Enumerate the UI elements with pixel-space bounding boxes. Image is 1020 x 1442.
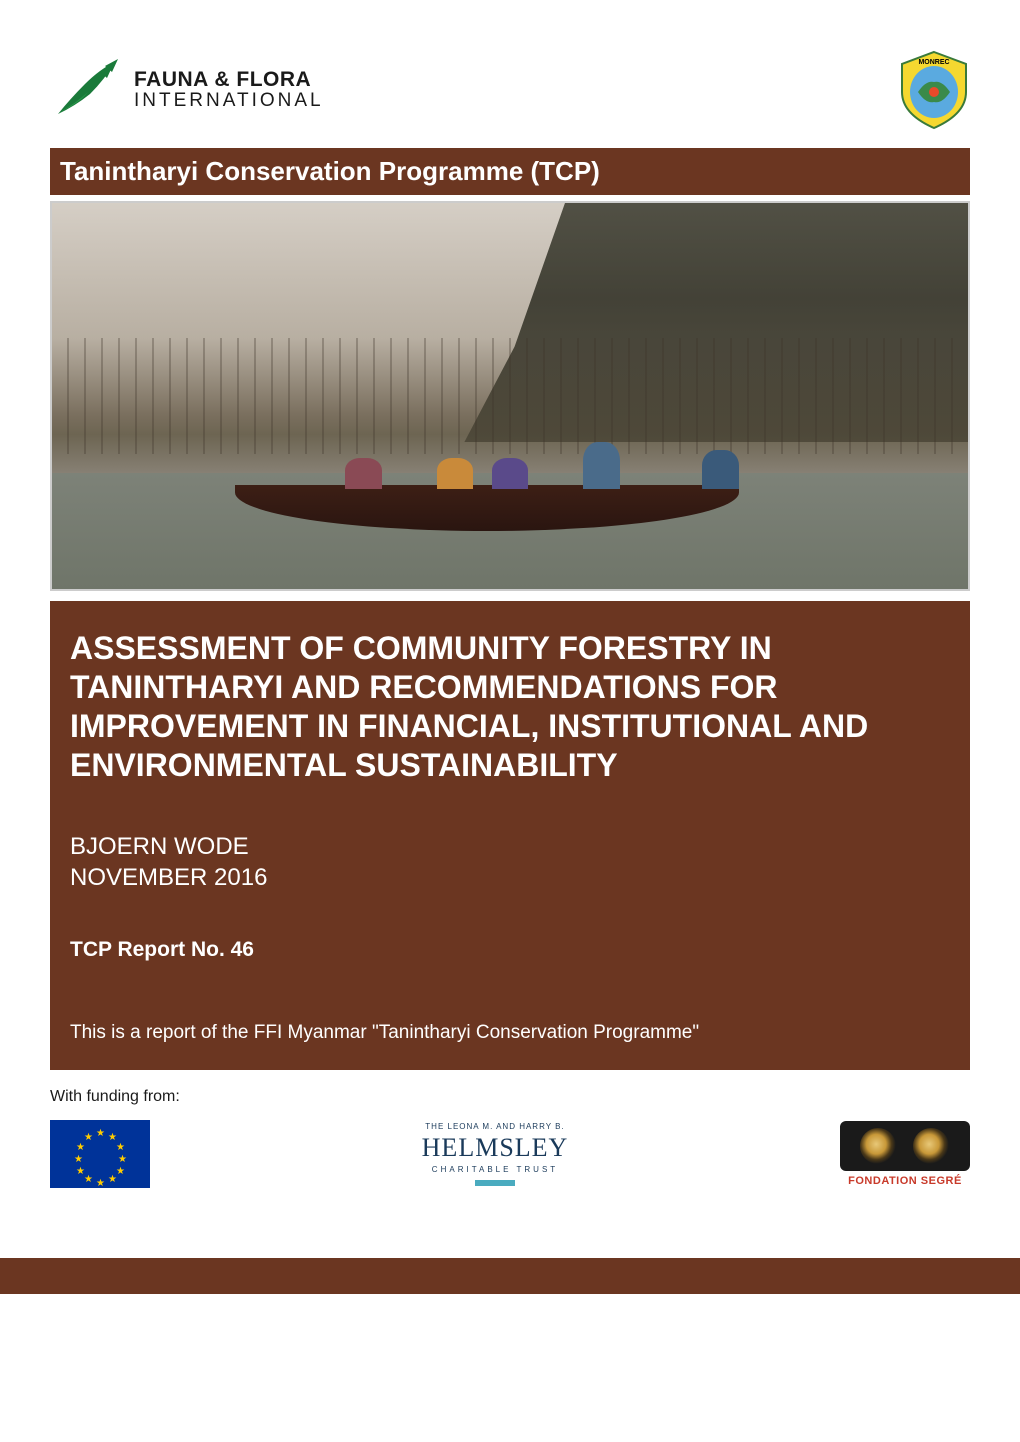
- ffi-name-main: FAUNA & FLORA: [134, 68, 324, 91]
- ffi-text-block: FAUNA & FLORA INTERNATIONAL: [134, 68, 324, 112]
- hero-photo: [50, 201, 970, 591]
- ffi-leaf-icon: [50, 54, 122, 126]
- helmsley-sub-line: CHARITABLE TRUST: [422, 1165, 569, 1174]
- segre-eyes-graphic: [840, 1121, 970, 1171]
- author-name: BJOERN WODE: [70, 831, 950, 862]
- ffi-logo: FAUNA & FLORA INTERNATIONAL: [50, 54, 324, 126]
- program-title-text: Tanintharyi Conservation Programme (TCP): [60, 156, 600, 186]
- monrec-label: MONREC: [918, 59, 949, 66]
- ffi-name-sub: INTERNATIONAL: [134, 91, 324, 112]
- monrec-logo: MONREC: [898, 50, 970, 130]
- helmsley-logo: THE LEONA M. AND HARRY B. HELMSLEY CHARI…: [422, 1122, 569, 1186]
- segre-logo: FONDATION SEGRÉ: [840, 1121, 970, 1187]
- segre-name: FONDATION SEGRÉ: [840, 1175, 970, 1187]
- document-page: FAUNA & FLORA INTERNATIONAL MONREC Tanin…: [0, 0, 1020, 1258]
- funding-label: With funding from:: [50, 1088, 970, 1106]
- funders-row: ★ ★ ★ ★ ★ ★ ★ ★ ★ ★ ★ ★ THE LEONA M. AND…: [50, 1120, 970, 1188]
- helmsley-main-name: HELMSLEY: [422, 1133, 569, 1163]
- eu-flag-logo: ★ ★ ★ ★ ★ ★ ★ ★ ★ ★ ★ ★: [50, 1120, 150, 1188]
- header-logo-row: FAUNA & FLORA INTERNATIONAL MONREC: [50, 50, 970, 130]
- report-description: This is a report of the FFI Myanmar "Tan…: [70, 1022, 950, 1044]
- helmsley-accent-bar: [475, 1180, 515, 1186]
- report-main-title: ASSESSMENT OF COMMUNITY FORESTRY IN TANI…: [70, 629, 950, 785]
- report-date: NOVEMBER 2016: [70, 862, 950, 893]
- program-title-bar: Tanintharyi Conservation Programme (TCP): [50, 148, 970, 195]
- helmsley-top-line: THE LEONA M. AND HARRY B.: [422, 1122, 569, 1131]
- title-block: ASSESSMENT OF COMMUNITY FORESTRY IN TANI…: [50, 601, 970, 1070]
- author-date-block: BJOERN WODE NOVEMBER 2016: [70, 831, 950, 893]
- report-number: TCP Report No. 46: [70, 938, 950, 962]
- footer-brown-bar: [0, 1258, 1020, 1294]
